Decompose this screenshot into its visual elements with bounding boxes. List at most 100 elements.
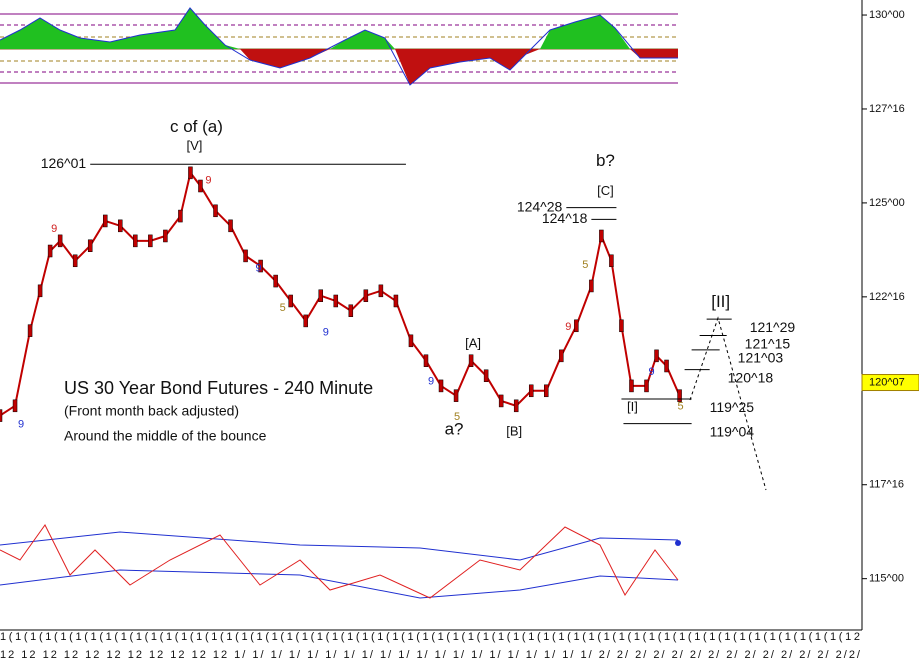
price-bar [619, 319, 624, 333]
price-line [0, 170, 681, 417]
y-tick-label: 127^16 [869, 103, 905, 115]
price-bar [528, 384, 534, 398]
price-bar [57, 234, 63, 248]
price-bar [163, 229, 168, 243]
oscillator-panel [0, 7, 678, 86]
price-bar [483, 369, 489, 383]
osc-dot [675, 540, 681, 546]
y-tick-label: 122^16 [869, 291, 905, 303]
price-bar [363, 289, 369, 302]
osc-negative [240, 49, 330, 68]
level-label: 121^15 [745, 335, 791, 351]
level-label: 120^18 [728, 369, 774, 385]
price-bar [102, 214, 108, 228]
wave-label: [B] [506, 424, 522, 439]
osc-negative [395, 49, 540, 85]
wave-label: [I] [627, 399, 638, 414]
price-bar [288, 294, 293, 308]
chart-subtitle: (Front month back adjusted) [64, 403, 239, 419]
price-bar [468, 354, 474, 367]
count-label: 9 [51, 223, 57, 235]
level-label: 121^03 [738, 350, 784, 366]
price-bar [243, 249, 248, 263]
wave-label: [V] [186, 138, 202, 153]
osc-negative [630, 49, 678, 58]
chart-annotation: Around the middle of the bounce [64, 428, 267, 444]
cycle-panel [0, 524, 681, 599]
price-bar [438, 379, 444, 393]
y-tick-label: 115^00 [869, 573, 904, 585]
chart-title: US 30 Year Bond Futures - 240 Minute [64, 378, 373, 398]
price-bar [188, 166, 193, 180]
price-bar [148, 234, 153, 248]
price-bar [629, 379, 634, 393]
x-tick-labels: 1(1(1(1(1(1(1(1(1(1(1(1(1(1(1(1(1(1(1(1(… [0, 631, 860, 643]
price-bar [589, 279, 594, 293]
price-bar [544, 384, 549, 398]
y-tick-label: 130^00 [869, 9, 905, 21]
count-label: 5 [582, 259, 588, 271]
price-bar [318, 289, 323, 302]
price-bar [378, 284, 384, 298]
count-label: 9 [428, 375, 434, 387]
osc-line [0, 7, 678, 86]
y-tick-label: 125^00 [869, 197, 905, 209]
level-label: 126^01 [41, 155, 87, 171]
channel-line [0, 569, 679, 599]
level-label: 121^29 [750, 319, 796, 335]
price-bar [228, 219, 233, 233]
price-osc-line [0, 524, 679, 599]
count-label: 9 [205, 174, 211, 186]
price-bar [178, 209, 183, 223]
osc-positive [330, 30, 395, 49]
price-bar [303, 314, 308, 328]
projection-path [689, 316, 767, 491]
price-bar [37, 284, 43, 298]
price-bar [408, 334, 414, 348]
wave-label: [C] [597, 183, 614, 198]
price-bar [423, 354, 429, 367]
count-label: 9 [648, 366, 654, 378]
price-bar [118, 219, 123, 233]
price-bar [453, 389, 459, 402]
price-bar [87, 239, 93, 252]
wave-label: b? [596, 151, 615, 170]
price-bar [333, 294, 339, 308]
price-bar [213, 204, 218, 218]
count-label: 5 [280, 302, 286, 314]
count-label: 5 [678, 400, 684, 412]
price-bar [27, 324, 33, 337]
price-bar [198, 179, 203, 193]
price-bar [258, 259, 263, 273]
count-label: 9 [565, 321, 571, 333]
level-label: 124^28 [517, 198, 563, 214]
level-label: 119^25 [710, 399, 755, 415]
price-bar [273, 274, 278, 288]
price-bar [574, 319, 579, 333]
count-label: 5 [454, 411, 460, 423]
price-bar [654, 349, 659, 363]
channel-line [0, 531, 679, 561]
y-tick-label: 117^16 [869, 479, 904, 491]
price-bar [348, 304, 354, 318]
count-label: 9 [18, 419, 24, 431]
price-bar [513, 399, 519, 413]
wave-label: c of (a) [170, 117, 223, 136]
price-bar [498, 394, 504, 408]
price-bar [12, 399, 18, 413]
price-bar [609, 254, 614, 268]
current-price-label: 120^07 [869, 376, 905, 388]
wave-label: [II] [711, 292, 730, 311]
level-label: 119^04 [710, 423, 755, 439]
price-bar [0, 409, 3, 422]
osc-positive [540, 15, 630, 49]
level-label: 124^18 [542, 210, 588, 226]
price-bar [133, 234, 138, 248]
price-bar [677, 389, 682, 402]
price-bar [599, 229, 604, 243]
wave-label: [A] [465, 335, 481, 350]
count-label: 9 [323, 326, 329, 338]
count-label: 9 [256, 263, 262, 275]
price-bar [644, 379, 649, 393]
x-tick-labels: 12 12 12 12 12 12 12 12 12 12 12 1/ 1/ 1… [0, 649, 861, 661]
